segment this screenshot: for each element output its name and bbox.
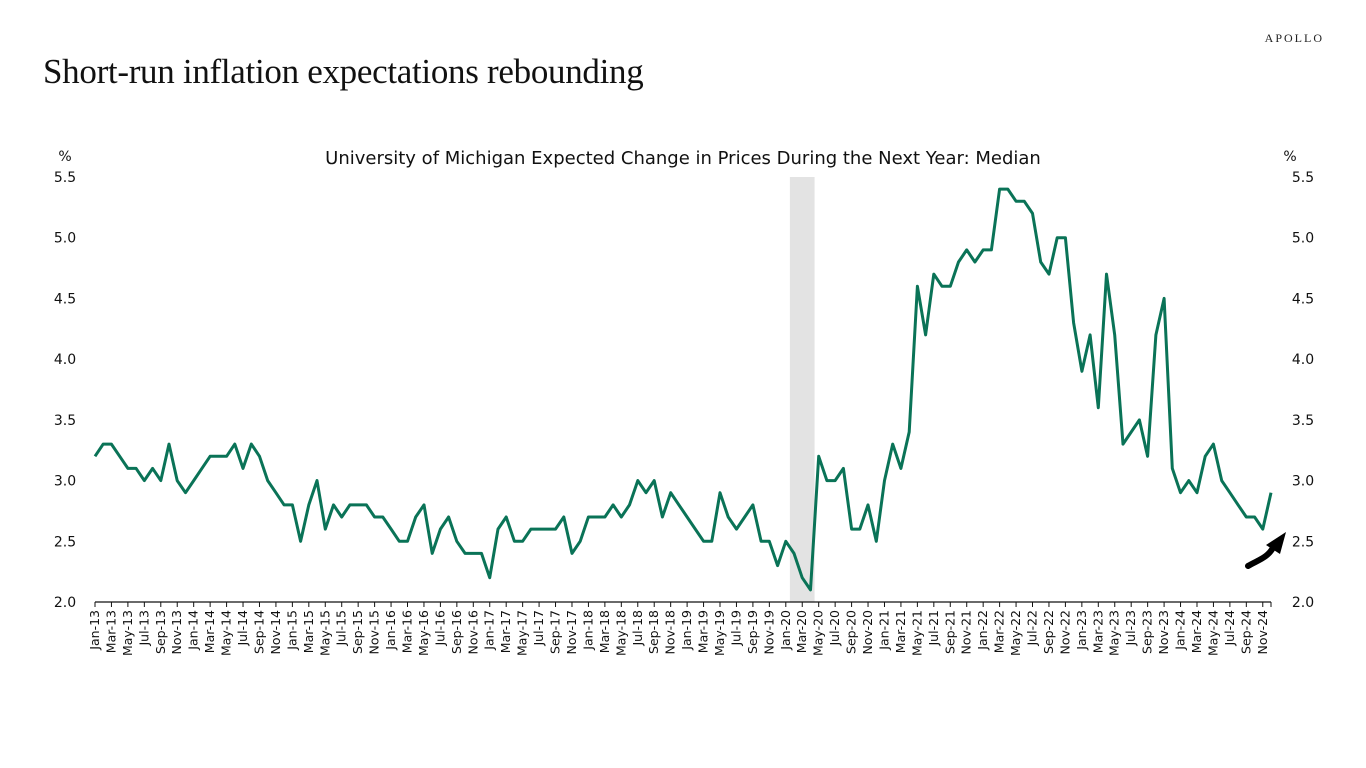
x-tick-label: Sep-20 (844, 610, 859, 654)
x-tick-label: Jan-21 (876, 610, 891, 651)
page-title: Short-run inflation expectations rebound… (43, 52, 644, 91)
x-tick-label: May-22 (1008, 610, 1023, 656)
x-tick-label: Nov-16 (465, 610, 480, 655)
y-axis-unit-right: % (1283, 149, 1296, 165)
x-tick-label: Jul-14 (235, 610, 250, 647)
x-tick-label: Nov-21 (959, 610, 974, 654)
y-tick-label-right: 3.5 (1292, 413, 1314, 429)
y-tick-label-right: 5.0 (1292, 231, 1314, 247)
x-tick-label: Jul-15 (334, 610, 349, 647)
y-tick-label-right: 3.0 (1292, 474, 1314, 490)
x-tick-label: May-18 (613, 610, 628, 656)
x-tick-label: Sep-13 (153, 610, 168, 654)
x-tick-label: Jul-19 (728, 610, 743, 647)
x-tick-label: Nov-19 (761, 610, 776, 655)
y-tick-label-right: 4.0 (1292, 352, 1314, 368)
y-tick-label-right: 2.5 (1292, 534, 1314, 550)
x-tick-label: Jul-22 (1025, 610, 1040, 647)
y-tick-label-left: 3.0 (54, 474, 76, 490)
x-tick-label: Mar-14 (202, 610, 217, 653)
y-tick-label-left: 5.5 (54, 170, 76, 186)
x-tick-label: Mar-22 (992, 610, 1007, 653)
x-tick-label: Mar-13 (103, 610, 118, 653)
y-tick-label-left: 4.5 (54, 291, 76, 307)
x-tick-label: Mar-20 (794, 610, 809, 653)
x-tick-label: May-23 (1107, 610, 1122, 656)
x-tick-label: May-15 (317, 610, 332, 656)
x-tick-label: Jan-19 (679, 610, 694, 651)
x-tick-label: Jan-13 (87, 610, 102, 651)
x-tick-label: Sep-24 (1238, 610, 1253, 654)
y-tick-label-left: 2.5 (54, 534, 76, 550)
y-tick-label-right: 2.0 (1292, 595, 1314, 611)
y-tick-label-left: 5.0 (54, 231, 76, 247)
x-tick-label: Mar-21 (893, 610, 908, 653)
x-tick-label: May-16 (416, 610, 431, 656)
y-tick-label-right: 4.5 (1292, 291, 1314, 307)
x-tick-label: Nov-14 (268, 610, 283, 655)
x-tick-label: Nov-15 (367, 610, 382, 654)
x-tick-label: Jul-17 (531, 610, 546, 647)
x-tick-label: Jul-18 (630, 610, 645, 647)
x-tick-label: Jul-24 (1222, 610, 1237, 647)
x-tick-label: Jul-20 (827, 610, 842, 647)
y-tick-label-right: 5.5 (1292, 170, 1314, 186)
x-tick-label: Jan-14 (186, 610, 201, 651)
x-tick-label: Sep-19 (745, 610, 760, 654)
x-tick-label: Sep-15 (350, 610, 365, 654)
x-tick-label: Jul-21 (926, 610, 941, 647)
series-line-expected-inflation (93, 187, 1273, 592)
x-tick-label: May-14 (219, 610, 234, 656)
x-tick-label: Mar-16 (400, 610, 415, 653)
x-tick-label: Nov-20 (860, 610, 875, 655)
x-tick-label: Jan-18 (580, 610, 595, 651)
x-tick-label: Sep-22 (1041, 610, 1056, 654)
x-tick-label: Sep-14 (251, 610, 266, 654)
x-tick-label: Nov-23 (1156, 610, 1171, 654)
x-tick-label: Sep-17 (548, 610, 563, 654)
x-tick-label: Jan-20 (778, 610, 793, 651)
x-tick-label: Jan-23 (1074, 610, 1089, 651)
y-tick-label-left: 2.0 (54, 595, 76, 611)
x-tick-label: Jan-22 (975, 610, 990, 651)
brand-logo: APOLLO (1264, 31, 1324, 45)
x-tick-label: Nov-24 (1255, 610, 1270, 655)
x-tick-label: Sep-23 (1140, 610, 1155, 654)
y-tick-label-left: 3.5 (54, 413, 76, 429)
x-tick-label: Sep-21 (942, 610, 957, 654)
x-tick-label: Mar-23 (1090, 610, 1105, 653)
x-tick-label: Mar-15 (301, 610, 316, 653)
x-tick-label: May-17 (515, 610, 530, 656)
x-tick-label: Nov-13 (169, 610, 184, 654)
x-tick-label: Jan-16 (383, 610, 398, 651)
x-tick-label: Nov-22 (1057, 610, 1072, 654)
x-tick-label: Sep-16 (449, 610, 464, 654)
x-tick-label: May-24 (1205, 610, 1220, 656)
x-tick-label: Jan-15 (284, 610, 299, 651)
y-axis-unit-left: % (58, 149, 71, 165)
x-tick-label: Nov-17 (564, 610, 579, 654)
rebound-arrow-icon (1245, 532, 1286, 569)
x-tick-label: Mar-17 (498, 610, 513, 653)
x-tick-label: May-19 (712, 610, 727, 656)
x-tick-label: Mar-24 (1189, 610, 1204, 653)
x-tick-label: Jul-16 (432, 610, 447, 647)
chart-title: University of Michigan Expected Change i… (325, 148, 1041, 169)
x-tick-label: May-13 (120, 610, 135, 656)
x-tick-label: Sep-18 (646, 610, 661, 654)
x-tick-label: Mar-19 (696, 610, 711, 653)
x-tick-label: Jul-13 (136, 610, 151, 647)
x-tick-label: May-20 (811, 610, 826, 656)
x-tick-label: May-21 (909, 610, 924, 656)
y-tick-label-left: 4.0 (54, 352, 76, 368)
x-tick-label: Nov-18 (663, 610, 678, 655)
x-tick-label: Mar-18 (597, 610, 612, 653)
x-tick-label: Jul-23 (1123, 610, 1138, 647)
x-tick-label: Jan-17 (482, 610, 497, 651)
x-tick-label: Jan-24 (1173, 610, 1188, 651)
recession-shading (789, 177, 815, 602)
